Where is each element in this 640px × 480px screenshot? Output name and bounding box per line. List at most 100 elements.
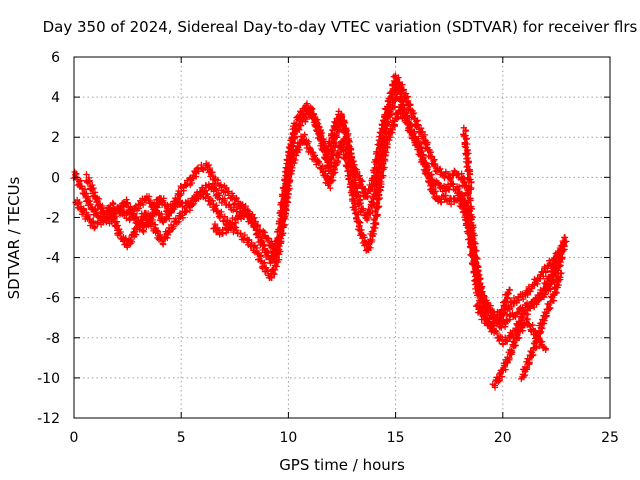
- data-point: [116, 230, 123, 237]
- data-point: [339, 122, 347, 129]
- data-point: [268, 242, 275, 249]
- data-point: [263, 268, 271, 275]
- data-point: [252, 218, 259, 225]
- data-point: [379, 122, 386, 129]
- data-point: [556, 249, 563, 256]
- data-point: [515, 328, 522, 336]
- data-point: [111, 214, 118, 221]
- data-point: [357, 199, 364, 207]
- data-point: [162, 216, 169, 223]
- data-point: [183, 208, 190, 216]
- data-point: [534, 280, 541, 288]
- data-point: [336, 115, 343, 122]
- data-point: [468, 227, 475, 235]
- data-point: [462, 216, 469, 223]
- data-point: [477, 280, 484, 287]
- x-tick-label: 5: [177, 430, 186, 446]
- data-point: [370, 227, 377, 235]
- data-point: [424, 170, 432, 177]
- y-tick-label: -8: [46, 331, 60, 347]
- data-point: [191, 168, 199, 176]
- series-track-6: [210, 209, 249, 238]
- data-point: [260, 227, 267, 235]
- data-point: [377, 130, 385, 137]
- data-point: [525, 321, 532, 328]
- data-point: [295, 144, 302, 151]
- data-point: [371, 224, 378, 232]
- data-point: [351, 161, 358, 168]
- data-point: [318, 131, 325, 139]
- data-point: [469, 224, 477, 231]
- data-point: [78, 183, 85, 190]
- data-point: [271, 271, 278, 278]
- data-point: [454, 171, 461, 178]
- data-point: [154, 204, 161, 211]
- data-point: [364, 214, 372, 221]
- data-points: [70, 72, 570, 391]
- data-point: [88, 186, 95, 193]
- data-point: [332, 144, 339, 151]
- data-point: [195, 168, 202, 175]
- data-point: [77, 177, 84, 184]
- data-point: [242, 210, 249, 217]
- data-point: [326, 138, 333, 146]
- x-tick-label: 10: [279, 430, 297, 446]
- data-point: [218, 208, 225, 216]
- data-point: [347, 183, 354, 190]
- data-point: [442, 192, 449, 199]
- data-point: [217, 211, 224, 218]
- data-point: [431, 161, 438, 168]
- data-point: [557, 270, 564, 277]
- data-point: [124, 244, 131, 251]
- data-point: [348, 191, 356, 199]
- data-point: [254, 223, 261, 231]
- data-point: [463, 135, 470, 142]
- series-track-4: [489, 315, 549, 391]
- data-point: [304, 140, 311, 147]
- data-point: [358, 184, 366, 192]
- data-point: [372, 219, 379, 226]
- data-point: [372, 208, 379, 215]
- series-track-2: [72, 104, 565, 348]
- data-point: [94, 197, 101, 205]
- series-track-8: [473, 286, 514, 332]
- data-point: [209, 197, 216, 205]
- y-tick-label: -4: [46, 251, 60, 267]
- data-point: [376, 140, 383, 148]
- data-point: [541, 317, 548, 324]
- data-point: [353, 218, 361, 225]
- data-point: [524, 315, 531, 323]
- data-point: [131, 228, 139, 235]
- data-point: [335, 150, 343, 157]
- data-point: [497, 370, 504, 377]
- data-point: [263, 264, 270, 271]
- data-point: [524, 291, 531, 298]
- data-point: [414, 121, 422, 128]
- data-point: [307, 107, 314, 114]
- data-point: [498, 367, 506, 374]
- data-point: [357, 181, 364, 188]
- data-point: [523, 364, 531, 371]
- data-point: [346, 175, 353, 182]
- data-point: [391, 86, 398, 93]
- data-point: [346, 138, 353, 146]
- series-track-5: [518, 269, 565, 383]
- data-point: [516, 305, 523, 313]
- data-point: [527, 348, 534, 355]
- data-point: [404, 97, 412, 105]
- data-point: [290, 131, 298, 139]
- data-point: [465, 158, 472, 165]
- data-point: [334, 158, 341, 165]
- data-point: [410, 109, 417, 117]
- data-point: [228, 220, 236, 228]
- data-point: [86, 177, 93, 184]
- data-point: [101, 215, 108, 222]
- data-point: [110, 215, 117, 222]
- data-point: [92, 206, 99, 214]
- data-point: [190, 200, 197, 207]
- data-point: [127, 237, 134, 244]
- data-point: [506, 286, 513, 293]
- y-tick-label: -10: [37, 371, 60, 387]
- data-point: [519, 327, 526, 334]
- data-point: [535, 296, 543, 303]
